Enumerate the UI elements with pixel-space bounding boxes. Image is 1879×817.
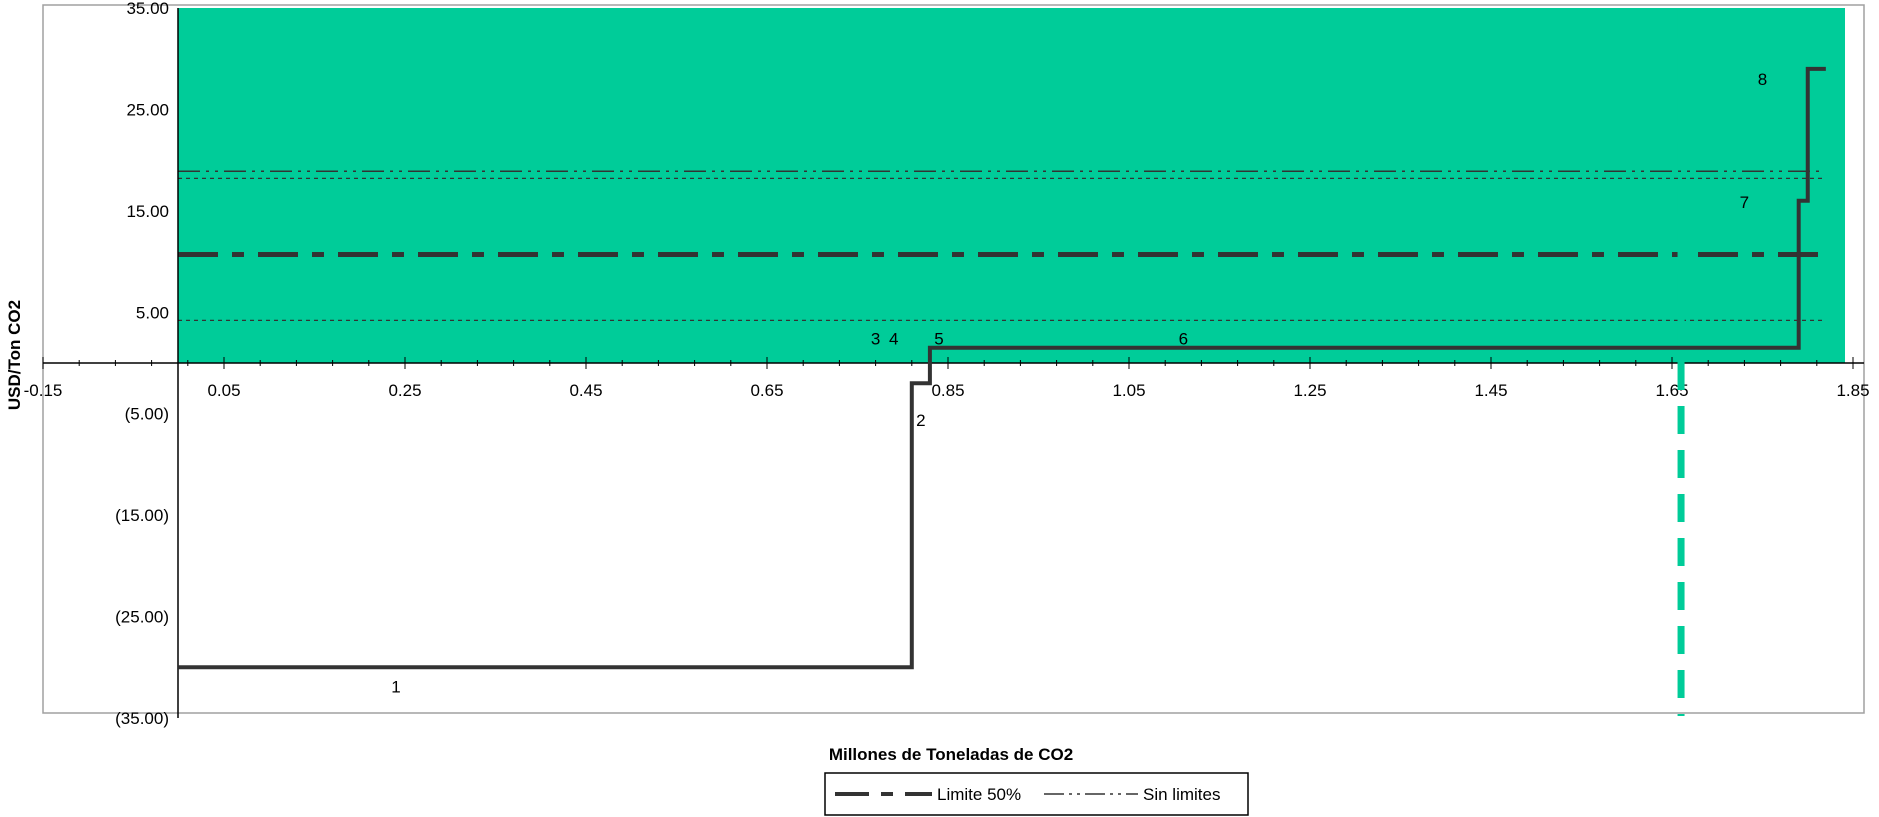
shaded-region <box>178 8 1845 363</box>
step-label: 5 <box>934 330 943 349</box>
legend-label-limite-50: Limite 50% <box>937 785 1021 804</box>
y-axis-title: USD/Ton CO2 <box>5 300 24 410</box>
x-tick-label: 1.25 <box>1293 381 1326 400</box>
x-tick-label: 0.25 <box>388 381 421 400</box>
y-tick-label: 15.00 <box>126 202 169 221</box>
step-label: 1 <box>391 678 400 697</box>
step-label: 8 <box>1758 70 1767 89</box>
y-tick-label: (35.00) <box>115 709 169 728</box>
step-label: 3 <box>871 330 880 349</box>
x-axis-tick-labels: -0.15 0.05 0.25 0.45 0.65 0.85 1.05 1.25 1.45 1.6… <box>24 381 1870 400</box>
reference-lines <box>178 170 1823 321</box>
step-label: 6 <box>1179 330 1188 349</box>
x-tick-label: 0.65 <box>750 381 783 400</box>
x-tick-label: 1.05 <box>1112 381 1145 400</box>
y-tick-label: 5.00 <box>136 303 169 322</box>
y-axis-tick-labels: 35.00 25.00 15.00 5.00 (5.00) (15.00) (25.00) (… <box>115 0 169 728</box>
legend-label-sin-limites: Sin limites <box>1143 785 1220 804</box>
y-tick-label: 25.00 <box>126 100 169 119</box>
y-tick-label: (25.00) <box>115 608 169 627</box>
step-label: 4 <box>889 330 898 349</box>
legend: Limite 50% Sin limites <box>824 772 1249 816</box>
x-tick-label: 0.85 <box>931 381 964 400</box>
legend-box <box>824 772 1249 816</box>
y-tick-label: 35.00 <box>126 0 169 18</box>
x-axis-minor-ticks <box>42 357 1854 369</box>
x-tick-label: 1.45 <box>1474 381 1507 400</box>
step-label: 7 <box>1740 193 1749 212</box>
x-axis-title: Millones de Toneladas de CO2 <box>829 745 1073 764</box>
cost-curve-step-line <box>178 66 1826 670</box>
x-tick-label: 0.05 <box>207 381 240 400</box>
y-tick-label: (5.00) <box>125 405 169 424</box>
x-tick-label: -0.15 <box>24 381 63 400</box>
step-labels: 1 2 3 4 5 6 7 8 <box>391 70 1767 697</box>
x-tick-label: 0.45 <box>569 381 602 400</box>
x-tick-label: 1.85 <box>1836 381 1869 400</box>
y-tick-label: (15.00) <box>115 506 169 525</box>
step-label: 2 <box>916 411 925 430</box>
